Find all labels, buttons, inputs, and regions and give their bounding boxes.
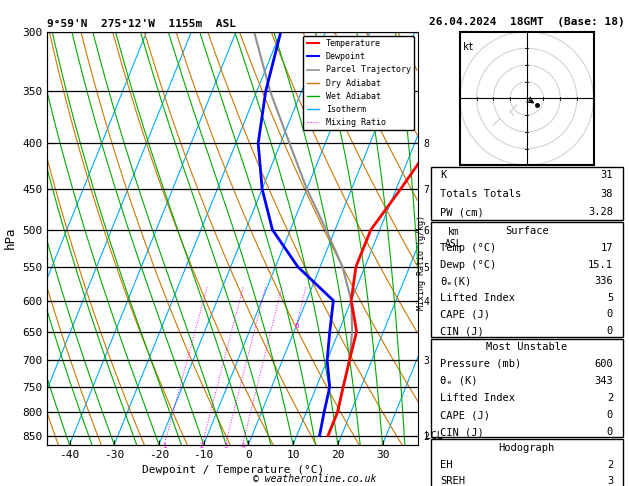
Text: Totals Totals: Totals Totals — [440, 189, 521, 199]
Y-axis label: km
ASL: km ASL — [445, 227, 463, 249]
Text: 336: 336 — [594, 276, 613, 286]
Text: Lifted Index: Lifted Index — [440, 293, 515, 303]
Legend: Temperature, Dewpoint, Parcel Trajectory, Dry Adiabat, Wet Adiabat, Isotherm, Mi: Temperature, Dewpoint, Parcel Trajectory… — [303, 36, 414, 130]
Text: 2: 2 — [607, 460, 613, 469]
Text: 15.1: 15.1 — [588, 260, 613, 270]
Text: Mixing Ratio (g/kg): Mixing Ratio (g/kg) — [417, 215, 426, 310]
Text: θₑ(K): θₑ(K) — [440, 276, 472, 286]
Y-axis label: hPa: hPa — [4, 227, 16, 249]
Text: kt: kt — [464, 42, 475, 52]
Text: 31: 31 — [601, 170, 613, 180]
Text: Surface: Surface — [505, 226, 548, 236]
Text: Most Unstable: Most Unstable — [486, 342, 567, 352]
Text: Dewp (°C): Dewp (°C) — [440, 260, 497, 270]
Text: 3.28: 3.28 — [588, 207, 613, 217]
Text: © weatheronline.co.uk: © weatheronline.co.uk — [253, 473, 376, 484]
Text: θₑ (K): θₑ (K) — [440, 376, 478, 386]
Text: SREH: SREH — [440, 476, 465, 486]
Text: 600: 600 — [594, 359, 613, 369]
Text: 1: 1 — [162, 443, 167, 449]
Text: 0: 0 — [607, 410, 613, 420]
Text: 3: 3 — [607, 476, 613, 486]
Text: 2: 2 — [607, 393, 613, 403]
Text: 5: 5 — [607, 293, 613, 303]
Text: 0: 0 — [607, 326, 613, 336]
Text: CIN (J): CIN (J) — [440, 428, 484, 437]
Text: 26.04.2024  18GMT  (Base: 18): 26.04.2024 18GMT (Base: 18) — [429, 17, 625, 27]
Text: 9°59'N  275°12'W  1155m  ASL: 9°59'N 275°12'W 1155m ASL — [47, 19, 236, 30]
Text: 3: 3 — [223, 443, 228, 449]
Text: LCL: LCL — [425, 431, 443, 441]
Text: EH: EH — [440, 460, 453, 469]
Text: 0: 0 — [607, 310, 613, 319]
Text: 17: 17 — [601, 243, 613, 253]
Text: K: K — [440, 170, 447, 180]
X-axis label: Dewpoint / Temperature (°C): Dewpoint / Temperature (°C) — [142, 465, 324, 475]
Text: Temp (°C): Temp (°C) — [440, 243, 497, 253]
Text: 0: 0 — [607, 428, 613, 437]
Text: CIN (J): CIN (J) — [440, 326, 484, 336]
Text: Pressure (mb): Pressure (mb) — [440, 359, 521, 369]
Text: Hodograph: Hodograph — [499, 443, 555, 452]
Text: CAPE (J): CAPE (J) — [440, 410, 491, 420]
Text: 4: 4 — [240, 443, 245, 449]
Text: CAPE (J): CAPE (J) — [440, 310, 491, 319]
Text: 6: 6 — [294, 323, 299, 329]
Text: 2: 2 — [200, 443, 204, 449]
Text: 38: 38 — [601, 189, 613, 199]
Text: PW (cm): PW (cm) — [440, 207, 484, 217]
Text: Lifted Index: Lifted Index — [440, 393, 515, 403]
Text: 343: 343 — [594, 376, 613, 386]
